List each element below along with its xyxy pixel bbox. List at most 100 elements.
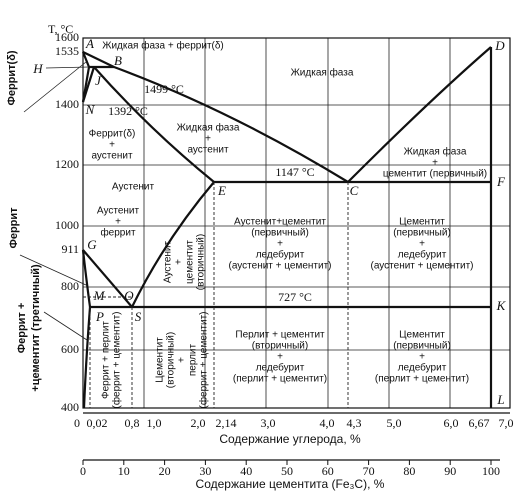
line-jn xyxy=(81,66,96,103)
side-label: Феррит xyxy=(8,207,20,249)
region-label: феррит xyxy=(100,227,135,239)
point-label: A xyxy=(85,36,94,51)
region-label: ледебурит xyxy=(256,362,305,374)
region-label: Перлит + цементит xyxy=(235,330,325,341)
region-label: Жидкая фаза xyxy=(177,122,240,134)
region-label: + xyxy=(109,140,115,151)
region-label: (вторичный) xyxy=(196,234,207,290)
region-label: + xyxy=(419,239,425,250)
region-label: Аустенит xyxy=(97,206,140,217)
y-tick-label: 911 xyxy=(61,242,79,256)
point-label: F xyxy=(496,174,506,189)
x-tick-label: 0,8 xyxy=(125,416,140,430)
y-axis-title: T, °C xyxy=(48,22,73,36)
line-pq xyxy=(82,306,92,409)
point-label: J xyxy=(95,73,102,88)
y-tick-label: 1000 xyxy=(55,218,79,232)
x-tick-label: 7,0 xyxy=(499,416,514,430)
phase-lines xyxy=(81,46,493,409)
y-tick-label: 1535 xyxy=(55,44,79,58)
point-label: K xyxy=(496,298,507,313)
region-label: + xyxy=(277,352,283,363)
region-label: цементит (первичный) xyxy=(383,169,487,180)
region-label: Жидкая фаза xyxy=(291,67,354,79)
region-label: + xyxy=(174,259,185,265)
region-label: (вторичный) xyxy=(252,341,308,352)
point-label: P xyxy=(95,309,104,324)
x2-tick-label: 90 xyxy=(444,464,456,478)
side-label: +цементит (третичный) xyxy=(30,264,42,392)
line-gp xyxy=(81,249,92,308)
region-label: Цементит xyxy=(399,330,445,341)
region-label: + xyxy=(205,134,211,145)
point-label: B xyxy=(114,53,122,68)
y-tick-label: 800 xyxy=(61,279,79,293)
x-tick-label: 0 xyxy=(74,416,80,430)
isotherm-label: 1499 °C xyxy=(144,82,184,96)
region-label: аустенит xyxy=(187,145,228,156)
solidus xyxy=(93,66,215,183)
region-label: ледебурит xyxy=(256,249,305,261)
liquidus xyxy=(82,51,349,183)
region-label: Феррит + перлит xyxy=(101,321,112,399)
point-label: D xyxy=(494,38,505,53)
point-label: G xyxy=(87,237,97,252)
x-tick-label: 1,0 xyxy=(147,416,162,430)
x2-axis-title: Содержание цементита (Fe₃C), % xyxy=(196,477,385,491)
region-label: (перлит + цементит) xyxy=(233,374,327,385)
point-label: C xyxy=(350,183,359,198)
isotherm-label: 1392 °C xyxy=(108,104,148,118)
solidus xyxy=(81,51,91,68)
region-label: + xyxy=(177,357,188,363)
region-label: Жидкая фаза + феррит(δ) xyxy=(102,40,224,52)
region-label: (аустенит + цементит) xyxy=(229,261,332,272)
x2-tick-label: 40 xyxy=(240,464,252,478)
isotherm-label: 1147 °C xyxy=(275,165,314,179)
region-label: Цементит xyxy=(155,337,166,383)
point-label: S xyxy=(135,309,142,324)
region-label: + xyxy=(419,352,425,363)
region-label: (аустенит + цементит) xyxy=(371,261,474,272)
x2-tick-label: 100 xyxy=(482,464,500,478)
region-label: Аустенит+цементит xyxy=(234,217,326,228)
pointer xyxy=(19,254,87,286)
grid xyxy=(83,38,510,408)
region-label: (первичный) xyxy=(393,228,451,239)
region-label: + xyxy=(115,217,121,228)
x2-tick-label: 80 xyxy=(403,464,415,478)
region-label: перлит xyxy=(188,343,199,376)
point-label: L xyxy=(496,392,504,407)
point-label: N xyxy=(85,102,96,117)
isotherm-label: 727 °C xyxy=(278,290,312,304)
y-tick-label: 1400 xyxy=(55,97,79,111)
region-label: Аустенит xyxy=(163,241,174,284)
region-label: (перлит + цементит) xyxy=(375,374,469,385)
side-label: Феррит(δ) xyxy=(6,50,18,105)
line-gs xyxy=(82,249,133,308)
region-label: Аустенит xyxy=(112,182,155,193)
region-label: Цементит xyxy=(399,217,445,228)
region-label: (первичный) xyxy=(393,341,451,352)
region-label: + xyxy=(277,239,283,250)
x2-tick-label: 0 xyxy=(80,464,86,478)
x2-tick-label: 30 xyxy=(199,464,211,478)
pointer xyxy=(45,66,90,69)
liquidus xyxy=(347,46,492,183)
region-label: (феррит + цементит) xyxy=(111,311,123,408)
x-tick-label: 4,0 xyxy=(320,416,335,430)
x2-tick-label: 60 xyxy=(322,464,334,478)
region-label: аустенит xyxy=(91,151,132,162)
region-label: Жидкая фаза xyxy=(404,146,467,158)
x2-tick-label: 20 xyxy=(159,464,171,478)
x-tick-label: 6,0 xyxy=(444,416,459,430)
region-label: Феррит(δ) xyxy=(89,129,136,140)
pointer xyxy=(43,311,88,341)
region-label: цементит xyxy=(185,240,196,284)
y-tick-label: 1600 xyxy=(55,30,79,44)
x-tick-label: 2,14 xyxy=(216,416,237,430)
region-label: (вторичный) xyxy=(166,332,177,388)
x-tick-label: 0,02 xyxy=(87,416,108,430)
axes xyxy=(83,412,510,461)
point-label: H xyxy=(32,61,43,76)
